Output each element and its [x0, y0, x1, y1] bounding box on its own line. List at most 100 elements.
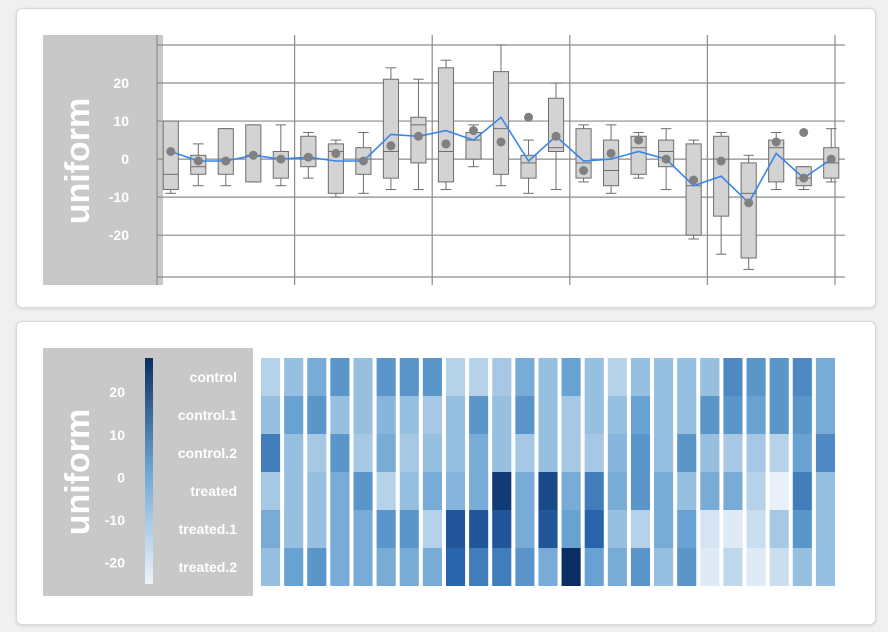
color-scale-bar — [145, 358, 153, 584]
heatmap-cell — [630, 358, 651, 396]
heatmap-cell — [492, 396, 512, 434]
heatmap-cell — [469, 396, 489, 434]
heatmap-cell — [515, 358, 535, 396]
row-label: treated — [190, 483, 237, 499]
heatmap-cell — [307, 396, 327, 434]
heatmap-cell — [654, 472, 674, 510]
heatmap-cell — [307, 358, 327, 396]
heatmap-cell — [307, 548, 327, 586]
heatmap-cell — [353, 510, 373, 548]
y-axis-panel — [43, 35, 163, 285]
heatmap-cell — [723, 548, 743, 586]
heatmap-cell — [261, 472, 281, 510]
heatmap-cell — [445, 510, 466, 548]
heatmap-cell — [284, 510, 304, 548]
heatmap-cells — [261, 358, 835, 586]
heatmap-cell — [584, 472, 604, 510]
heatmap-cell — [654, 358, 674, 396]
mean-point — [551, 131, 561, 141]
mean-point — [496, 137, 506, 147]
heatmap-cell — [561, 358, 581, 396]
heatmap-cell — [700, 358, 720, 396]
heatmap-cell — [330, 510, 350, 548]
heatmap-cell — [307, 472, 327, 510]
y-tick-label: 20 — [113, 75, 129, 91]
heatmap-cell — [654, 548, 674, 586]
heatmap-cell — [607, 396, 627, 434]
heatmap-cell — [607, 434, 627, 472]
heatmap-cell — [330, 472, 350, 510]
box — [685, 139, 702, 240]
heatmap-cell — [584, 396, 604, 434]
y-tick-label: 10 — [113, 113, 129, 129]
heatmap-cell — [723, 434, 743, 472]
box-body — [217, 128, 234, 175]
heatmap-cell — [330, 434, 350, 472]
mean-point — [689, 175, 699, 185]
heatmap-card: uniform 20 10 0 -10 -20 control control.1 cont… — [16, 321, 876, 625]
heatmap-cell — [630, 510, 651, 548]
heatmap-cell — [284, 396, 304, 434]
heatmap-cell — [700, 472, 720, 510]
heatmap-cell — [261, 434, 281, 472]
y-axis-title: uniform — [59, 409, 97, 536]
heatmap-cell — [399, 434, 419, 472]
heatmap-cell — [677, 434, 697, 472]
mean-point — [386, 141, 396, 151]
heatmap-cell — [376, 434, 396, 472]
heatmap-cell — [261, 510, 281, 548]
mean-point — [771, 137, 781, 147]
heatmap-cell — [399, 396, 419, 434]
box — [740, 154, 757, 270]
heatmap-cell — [607, 472, 627, 510]
heatmap-cell — [538, 510, 558, 548]
y-tick-label: 0 — [117, 469, 125, 485]
mean-point — [579, 166, 589, 176]
heatmap-cell — [792, 510, 812, 548]
heatmap-cell — [515, 434, 535, 472]
heatmap-cell — [376, 358, 396, 396]
box — [162, 120, 179, 194]
heatmap-cell — [769, 396, 789, 434]
box — [382, 67, 399, 191]
boxplot-card: uniform 20 10 0 -10 -20 — [16, 8, 876, 308]
heatmap-cell — [561, 396, 581, 434]
heatmap-cell — [792, 548, 812, 586]
mean-points — [166, 112, 836, 208]
mean-point — [166, 146, 176, 156]
heatmap-cell — [746, 548, 766, 586]
mean-point — [221, 156, 231, 166]
heatmap-cell — [469, 358, 489, 396]
heatmap-cell — [376, 548, 396, 586]
box — [327, 139, 344, 198]
heatmap-cell — [422, 510, 442, 548]
heatmap-cell — [815, 396, 835, 434]
mean-point — [744, 198, 754, 208]
mean-point — [413, 131, 423, 141]
heatmap-cell — [815, 510, 835, 548]
heatmap-cell — [792, 396, 812, 434]
boxplot-chart: uniform 20 10 0 -10 -20 — [43, 35, 845, 285]
y-tick-label: 10 — [109, 427, 125, 443]
mean-point — [716, 156, 726, 166]
heatmap-cell — [538, 434, 558, 472]
heatmap-cell — [399, 548, 419, 586]
heatmap-cell — [422, 396, 442, 434]
y-tick-label: 20 — [109, 384, 125, 400]
heatmap-cell — [445, 434, 466, 472]
mean-point — [606, 148, 616, 158]
heatmap-cell — [700, 510, 720, 548]
heatmap-cell — [376, 510, 396, 548]
mean-point — [358, 156, 368, 166]
heatmap-cell — [307, 434, 327, 472]
mean-point — [276, 154, 286, 164]
heatmap-cell — [330, 396, 350, 434]
heatmap-cell — [515, 510, 535, 548]
heatmap-cell — [284, 434, 304, 472]
heatmap-cell — [330, 548, 350, 586]
row-labels: control control.1 control.2 treated treated.… — [178, 369, 237, 575]
heatmap-cell — [469, 472, 489, 510]
row-label: control — [190, 369, 237, 385]
heatmap-cell — [353, 472, 373, 510]
heatmap-cell — [353, 434, 373, 472]
